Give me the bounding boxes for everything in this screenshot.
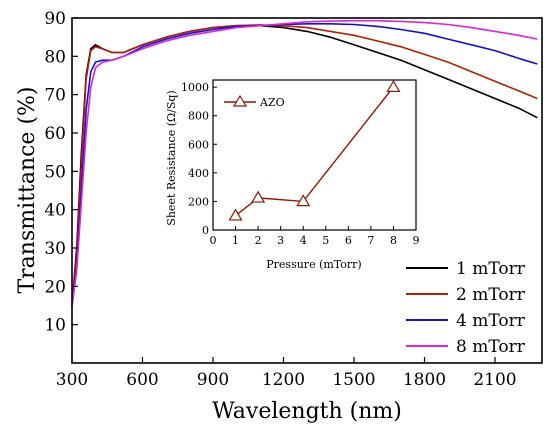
x-tick-label: 900 [197,370,229,390]
inset-point-2 [296,194,311,207]
inset-x-tick-label: 0 [210,234,217,247]
y-tick-label: 40 [44,201,66,221]
inset-series-line [235,86,394,217]
inset-plot-frame [212,79,417,231]
x-tick-label: 600 [126,370,158,390]
inset-y-axis-title: Sheet Resistance (Ω/Sq) [165,90,178,225]
inset-series-group [228,79,401,221]
inset-legend-label: AZO [259,96,285,109]
y-tick-label: 90 [44,9,66,29]
x-tick-label: 300 [56,370,88,390]
inset-x-tick-label: 2 [255,234,262,247]
y-tick-label: 10 [44,316,66,336]
inset-point-0 [228,208,243,221]
x-tick-label: 1500 [332,370,375,390]
y-tick-label: 30 [44,239,66,259]
inset-y-tick-label: 400 [188,167,209,180]
inset-y-tick-label: 600 [188,138,209,151]
inset-x-tick-label: 9 [413,234,420,247]
x-tick-label: 1200 [262,370,305,390]
legend-label-1: 2 mTorr [456,285,526,305]
y-tick-label: 50 [44,162,66,182]
main-x-ticks: 300 600 900 1200 1500 1800 2100 [56,357,517,390]
inset-x-tick-label: 8 [390,234,397,247]
inset-x-tick-label: 1 [232,234,239,247]
series-line-3 [71,19,538,306]
main-plot-frame [71,17,543,364]
inset-y-ticks: 0 200 400 600 800 1000 [181,81,217,237]
main-series-group [71,19,538,306]
inset-x-tick-label: 7 [367,234,374,247]
y-tick-label: 70 [44,86,66,106]
inset-y-tick-label: 0 [202,224,209,237]
series-line-2 [71,23,538,306]
x-tick-label: 2100 [473,370,516,390]
inset-legend-marker [232,94,248,107]
inset-x-tick-label: 5 [322,234,329,247]
legend-label-3: 8 mTorr [456,337,526,357]
inset-y-tick-label: 200 [188,195,209,208]
y-tick-label: 60 [44,124,66,144]
inset-x-axis-title: Pressure (mTorr) [266,258,361,271]
inset-background [213,80,416,230]
legend-label-2: 4 mTorr [456,311,526,331]
main-plot: 300 600 900 1200 1500 1800 2100 10203040506070… [15,9,543,424]
y-tick-label: 20 [44,277,66,297]
x-axis-title: Wavelength (nm) [212,399,402,424]
inset-x-ticks: 0 1 2 3 4 5 6 7 8 9 [210,226,420,247]
main-y-ticks: 10 20 30 40 50 60 70 80 90 [44,9,78,336]
inset-point-3 [386,79,401,92]
x-tick-label: 1800 [403,370,446,390]
y-axis-title: Transmittance (%) [15,86,40,293]
inset-x-tick-label: 6 [345,234,352,247]
inset-legend: AZO [224,94,285,109]
y-tick-label: 80 [44,47,66,67]
inset-point-1 [251,190,266,203]
inset-x-tick-label: 4 [300,234,307,247]
legend-label-0: 1 mTorr [456,259,526,279]
inset-x-tick-label: 3 [277,234,284,247]
inset-y-tick-label: 800 [188,110,209,123]
inset-y-tick-label: 1000 [181,81,209,94]
inset-plot: 0 1 2 3 4 5 6 7 8 9 0 200 400 600 800 1000 Pressure (m… [165,79,420,271]
main-legend: 1 mTorr 2 mTorr 4 mTorr 8 mTorr [406,259,526,357]
